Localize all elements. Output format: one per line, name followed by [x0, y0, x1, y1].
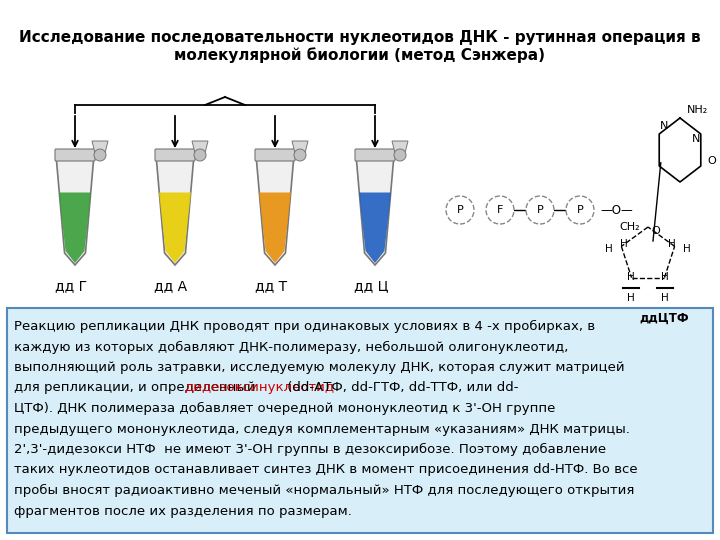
- Text: O: O: [652, 226, 660, 236]
- Polygon shape: [156, 155, 194, 265]
- Polygon shape: [256, 155, 294, 265]
- Text: дидезоксинуклеотид: дидезоксинуклеотид: [184, 381, 334, 395]
- Text: P: P: [536, 205, 544, 215]
- Text: CH₂: CH₂: [620, 222, 640, 232]
- Text: ЦТФ). ДНК полимераза добавляет очередной мононуклеотид к 3'-ОН группе: ЦТФ). ДНК полимераза добавляет очередной…: [14, 402, 555, 415]
- Text: N: N: [692, 134, 700, 144]
- Text: ддЦТФ: ддЦТФ: [639, 312, 689, 325]
- Text: 2',3'-дидезокси НТФ  не имеют 3'-ОН группы в дезоксирибозе. Поэтому добавление: 2',3'-дидезокси НТФ не имеют 3'-ОН групп…: [14, 443, 606, 456]
- Polygon shape: [159, 192, 191, 263]
- Text: Реакцию репликации ДНК проводят при одинаковых условиях в 4 -х пробирках, в: Реакцию репликации ДНК проводят при один…: [14, 320, 595, 333]
- Text: H: H: [627, 293, 635, 302]
- Text: дд Ц: дд Ц: [354, 279, 388, 293]
- Text: H: H: [668, 239, 675, 249]
- Circle shape: [526, 196, 554, 224]
- Polygon shape: [259, 192, 291, 263]
- Polygon shape: [56, 155, 94, 265]
- Text: (dd-АТФ, dd-ГТФ, dd-ТТФ, или dd-: (dd-АТФ, dd-ГТФ, dd-ТТФ, или dd-: [282, 381, 518, 395]
- Circle shape: [194, 149, 206, 161]
- Text: —O—: —O—: [600, 204, 633, 217]
- FancyBboxPatch shape: [355, 149, 395, 161]
- Text: дд Т: дд Т: [255, 279, 287, 293]
- Text: предыдущего мононуклеотида, следуя комплементарным «указаниям» ДНК матрицы.: предыдущего мононуклеотида, следуя компл…: [14, 422, 630, 435]
- Text: F: F: [497, 205, 503, 215]
- Circle shape: [94, 149, 106, 161]
- Text: H: H: [683, 245, 691, 254]
- Text: NH₂: NH₂: [687, 105, 708, 115]
- Polygon shape: [356, 155, 394, 265]
- Circle shape: [294, 149, 306, 161]
- Text: H: H: [621, 239, 628, 249]
- Text: H: H: [627, 272, 635, 282]
- Text: выполняющий роль затравки, исследуемую молекулу ДНК, которая служит матрицей: выполняющий роль затравки, исследуемую м…: [14, 361, 625, 374]
- Polygon shape: [192, 141, 208, 153]
- Circle shape: [566, 196, 594, 224]
- Text: H: H: [661, 293, 669, 302]
- Text: молекулярной биологии (метод Сэнжера): молекулярной биологии (метод Сэнжера): [174, 47, 546, 63]
- Circle shape: [446, 196, 474, 224]
- Text: таких нуклеотидов останавливает синтез ДНК в момент присоединения dd-НТФ. Во все: таких нуклеотидов останавливает синтез Д…: [14, 463, 638, 476]
- Text: H: H: [605, 245, 613, 254]
- Polygon shape: [392, 141, 408, 153]
- Text: N: N: [660, 121, 668, 131]
- Polygon shape: [59, 192, 91, 263]
- Text: дд А: дд А: [154, 279, 188, 293]
- FancyBboxPatch shape: [7, 308, 713, 533]
- Polygon shape: [359, 192, 391, 263]
- Text: H: H: [661, 272, 669, 282]
- Polygon shape: [92, 141, 108, 153]
- Text: O: O: [707, 156, 716, 166]
- Text: P: P: [577, 205, 583, 215]
- Text: для репликации, и определенный: для репликации, и определенный: [14, 381, 260, 395]
- Text: Исследование последовательности нуклеотидов ДНК - рутинная операция в: Исследование последовательности нуклеоти…: [19, 30, 701, 45]
- FancyBboxPatch shape: [155, 149, 195, 161]
- Circle shape: [394, 149, 406, 161]
- Text: P: P: [456, 205, 464, 215]
- Circle shape: [486, 196, 514, 224]
- Text: дд Г: дд Г: [55, 279, 87, 293]
- Text: пробы вносят радиоактивно меченый «нормальный» НТФ для последующего открытия: пробы вносят радиоактивно меченый «норма…: [14, 484, 634, 497]
- FancyBboxPatch shape: [55, 149, 95, 161]
- FancyBboxPatch shape: [255, 149, 295, 161]
- Text: фрагментов после их разделения по размерам.: фрагментов после их разделения по размер…: [14, 504, 352, 517]
- Text: каждую из которых добавляют ДНК-полимеразу, небольшой олигонуклеотид,: каждую из которых добавляют ДНК-полимера…: [14, 341, 568, 354]
- Polygon shape: [292, 141, 308, 153]
